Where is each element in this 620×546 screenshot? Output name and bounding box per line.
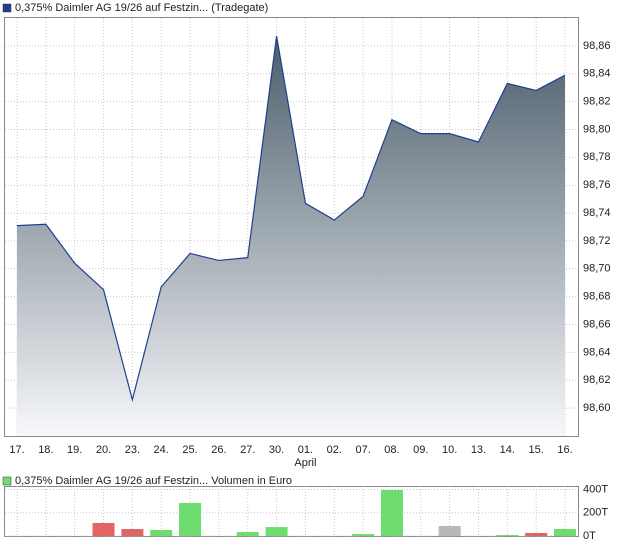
- x-tick-label: 01.: [298, 444, 313, 456]
- y-tick-label: 98,86: [583, 40, 611, 52]
- x-tick-label: 16.: [557, 444, 572, 456]
- x-tick-label: 10.: [442, 444, 457, 456]
- x-tick-label: 18.: [38, 444, 53, 456]
- y-tick-label: 98,66: [583, 318, 611, 330]
- x-tick-label: 23.: [125, 444, 140, 456]
- x-tick-label: 08.: [384, 444, 399, 456]
- y-tick-label: 98,62: [583, 374, 611, 386]
- legend-swatch: [2, 476, 12, 486]
- y-tick-label: 98,76: [583, 179, 611, 191]
- x-tick-label: 13.: [471, 444, 486, 456]
- y-tick-label: 98,74: [583, 207, 611, 219]
- x-tick-label: 24.: [154, 444, 169, 456]
- x-tick-label: 17.: [9, 444, 24, 456]
- volume-bar: [265, 527, 288, 536]
- volume-bar: [554, 529, 576, 536]
- volume-bar: [380, 489, 403, 536]
- area-fill: [17, 36, 565, 436]
- month-label: April: [294, 457, 316, 469]
- y-tick-label: 200T: [583, 507, 608, 519]
- legend-swatch: [2, 3, 12, 13]
- x-tick-label: 25.: [182, 444, 197, 456]
- volume-bar: [352, 534, 375, 536]
- volume-bar: [179, 502, 202, 536]
- volume-bar: [92, 522, 115, 536]
- volume-bar: [121, 529, 144, 536]
- x-tick-label: 26.: [211, 444, 226, 456]
- plot-frame: [4, 17, 579, 437]
- volume-bar: [496, 534, 519, 536]
- x-tick-label: 15.: [529, 444, 544, 456]
- legend-label: 0,375% Daimler AG 19/26 auf Festzin... V…: [15, 475, 292, 487]
- y-tick-label: 98,72: [583, 235, 611, 247]
- volume-bar: [150, 529, 173, 536]
- y-tick-label: 400T: [583, 483, 608, 495]
- legend-label: 0,375% Daimler AG 19/26 auf Festzin... (…: [15, 2, 268, 14]
- volume-bar: [236, 532, 259, 536]
- x-tick-label: 09.: [413, 444, 428, 456]
- x-tick-label: 14.: [500, 444, 515, 456]
- y-tick-label: 98,82: [583, 96, 611, 108]
- volume-bar: [525, 532, 548, 536]
- x-tick-label: 02.: [327, 444, 342, 456]
- x-tick-label: 07.: [355, 444, 370, 456]
- y-tick-label: 0T: [583, 530, 596, 542]
- x-tick-label: 19.: [67, 444, 82, 456]
- y-tick-label: 98,64: [583, 346, 611, 358]
- y-tick-label: 98,78: [583, 151, 611, 163]
- volume-frame: [4, 486, 579, 537]
- y-tick-label: 98,84: [583, 68, 611, 80]
- volume-bar: [438, 526, 461, 536]
- price-line: [16, 36, 566, 403]
- y-tick-label: 98,70: [583, 263, 611, 275]
- x-tick-label: 20.: [96, 444, 111, 456]
- y-tick-label: 98,80: [583, 123, 611, 135]
- x-tick-label: 30.: [269, 444, 284, 456]
- y-tick-label: 98,60: [583, 402, 611, 414]
- y-tick-label: 98,68: [583, 291, 611, 303]
- x-tick-label: 27.: [240, 444, 255, 456]
